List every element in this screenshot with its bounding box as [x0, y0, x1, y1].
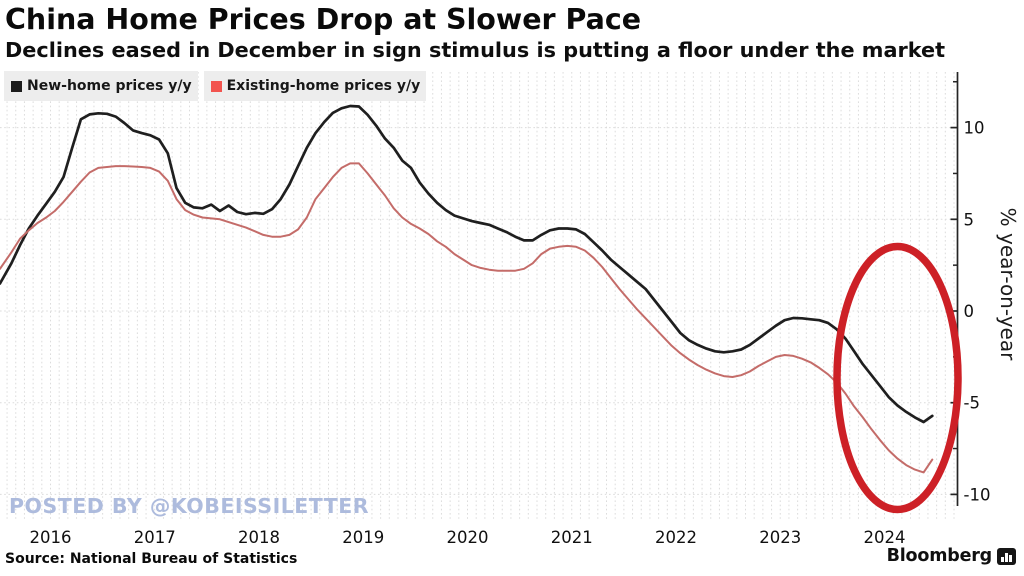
- x-tick-label: 2019: [342, 528, 384, 547]
- chart-title: China Home Prices Drop at Slower Pace: [5, 3, 642, 36]
- y-axis-title: % year-on-year: [996, 207, 1020, 361]
- y-tick-label: -10: [964, 485, 991, 504]
- x-tick-label: 2020: [447, 528, 489, 547]
- y-tick-label: 5: [964, 210, 975, 229]
- x-tick-label: 2016: [30, 528, 72, 547]
- bloomberg-logo-text: Bloomberg: [886, 546, 993, 566]
- x-tick-label: 2018: [238, 528, 280, 547]
- bloomberg-chart-icon: [997, 547, 1016, 565]
- highlight-ellipse-annotation: [833, 242, 962, 514]
- x-tick-label: 2022: [655, 528, 697, 547]
- x-tick-label: 2021: [551, 528, 593, 547]
- legend-item-new-home: New-home prices y/y: [4, 71, 198, 101]
- chart-subtitle: Declines eased in December in sign stimu…: [5, 38, 946, 62]
- watermark-text: POSTED BY @KOBEISSILETTER: [9, 494, 370, 518]
- legend-label-existing-home: Existing-home prices y/y: [226, 78, 421, 94]
- x-tick-label: 2024: [864, 528, 906, 547]
- legend: New-home prices y/y Existing-home prices…: [4, 71, 427, 101]
- icon-bar: [1001, 556, 1004, 562]
- existing-home-price-line: [0, 162, 934, 474]
- y-tick-label: -5: [964, 394, 980, 413]
- y-tick-label: 0: [964, 302, 975, 321]
- bloomberg-branding: Bloomberg: [887, 546, 1016, 566]
- new-home-price-line: [0, 104, 934, 424]
- x-tick-label: 2023: [759, 528, 801, 547]
- legend-item-existing-home: Existing-home prices y/y: [203, 71, 427, 101]
- icon-bar: [1005, 552, 1008, 562]
- new-home-swatch-icon: [11, 80, 22, 92]
- source-credit: Source: National Bureau of Statistics: [5, 551, 298, 567]
- legend-label-new-home: New-home prices y/y: [27, 78, 192, 94]
- y-tick-label: 10: [964, 119, 985, 138]
- existing-home-swatch-icon: [210, 80, 222, 92]
- icon-bar: [1009, 554, 1012, 562]
- x-tick-label: 2017: [134, 528, 176, 547]
